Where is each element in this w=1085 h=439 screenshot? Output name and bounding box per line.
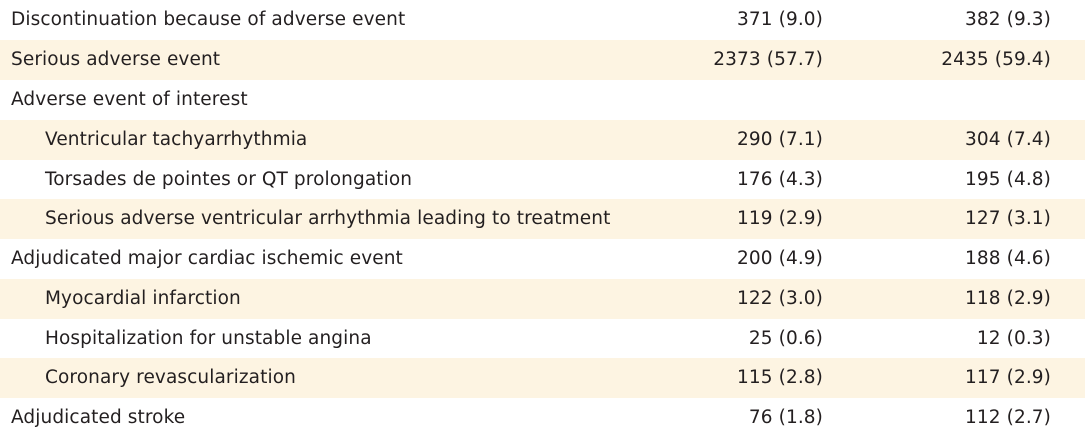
table-row: Serious adverse ventricular arrhythmia l… bbox=[0, 199, 1085, 239]
row-label: Myocardial infarction bbox=[45, 288, 241, 310]
row-value-group-1: 122 (3.0) bbox=[737, 288, 823, 310]
row-value-group-2: 304 (7.4) bbox=[965, 129, 1051, 151]
row-value-group-1: 200 (4.9) bbox=[737, 248, 823, 270]
row-value-group-2: 12 (0.3) bbox=[976, 328, 1051, 350]
row-value-group-2: 188 (4.6) bbox=[965, 248, 1051, 270]
row-label: Serious adverse event bbox=[11, 49, 221, 71]
row-value-group-2: 118 (2.9) bbox=[965, 288, 1051, 310]
row-label: Discontinuation because of adverse event bbox=[11, 9, 406, 31]
row-value-group-2: 112 (2.7) bbox=[965, 407, 1051, 429]
row-value-group-1: 290 (7.1) bbox=[737, 129, 823, 151]
table-row: Adjudicated major cardiac ischemic event… bbox=[0, 239, 1085, 279]
row-label: Adverse event of interest bbox=[11, 89, 248, 111]
row-value-group-2: 2435 (59.4) bbox=[941, 49, 1051, 71]
row-label: Coronary revascularization bbox=[45, 367, 296, 389]
row-value-group-1: 76 (1.8) bbox=[748, 407, 823, 429]
row-label: Hospitalization for unstable angina bbox=[45, 328, 372, 350]
row-value-group-1: 2373 (57.7) bbox=[713, 49, 823, 71]
row-value-group-1: 25 (0.6) bbox=[748, 328, 823, 350]
table-row: Myocardial infarction 122 (3.0) 118 (2.9… bbox=[0, 279, 1085, 319]
row-value-group-1: 119 (2.9) bbox=[737, 208, 823, 230]
row-label: Adjudicated stroke bbox=[11, 407, 186, 429]
table-row: Discontinuation because of adverse event… bbox=[0, 0, 1085, 40]
row-label: Torsades de pointes or QT prolongation bbox=[45, 169, 413, 191]
table-row: Adverse event of interest bbox=[0, 80, 1085, 120]
row-value-group-1: 176 (4.3) bbox=[737, 169, 823, 191]
row-value-group-1: 115 (2.8) bbox=[737, 367, 823, 389]
row-value-group-2: 127 (3.1) bbox=[965, 208, 1051, 230]
table-row: Adjudicated stroke 76 (1.8) 112 (2.7) bbox=[0, 398, 1085, 438]
table-row: Ventricular tachyarrhythmia 290 (7.1) 30… bbox=[0, 120, 1085, 160]
table-row: Torsades de pointes or QT prolongation 1… bbox=[0, 160, 1085, 200]
row-label: Ventricular tachyarrhythmia bbox=[45, 129, 308, 151]
table-row: Coronary revascularization 115 (2.8) 117… bbox=[0, 358, 1085, 398]
row-label: Adjudicated major cardiac ischemic event bbox=[11, 248, 403, 270]
row-value-group-2: 117 (2.9) bbox=[965, 367, 1051, 389]
row-value-group-2: 195 (4.8) bbox=[965, 169, 1051, 191]
row-label: Serious adverse ventricular arrhythmia l… bbox=[45, 208, 611, 230]
table-row: Serious adverse event 2373 (57.7) 2435 (… bbox=[0, 40, 1085, 80]
row-value-group-2: 382 (9.3) bbox=[965, 9, 1051, 31]
row-value-group-1: 371 (9.0) bbox=[737, 9, 823, 31]
table-row: Hospitalization for unstable angina 25 (… bbox=[0, 319, 1085, 359]
